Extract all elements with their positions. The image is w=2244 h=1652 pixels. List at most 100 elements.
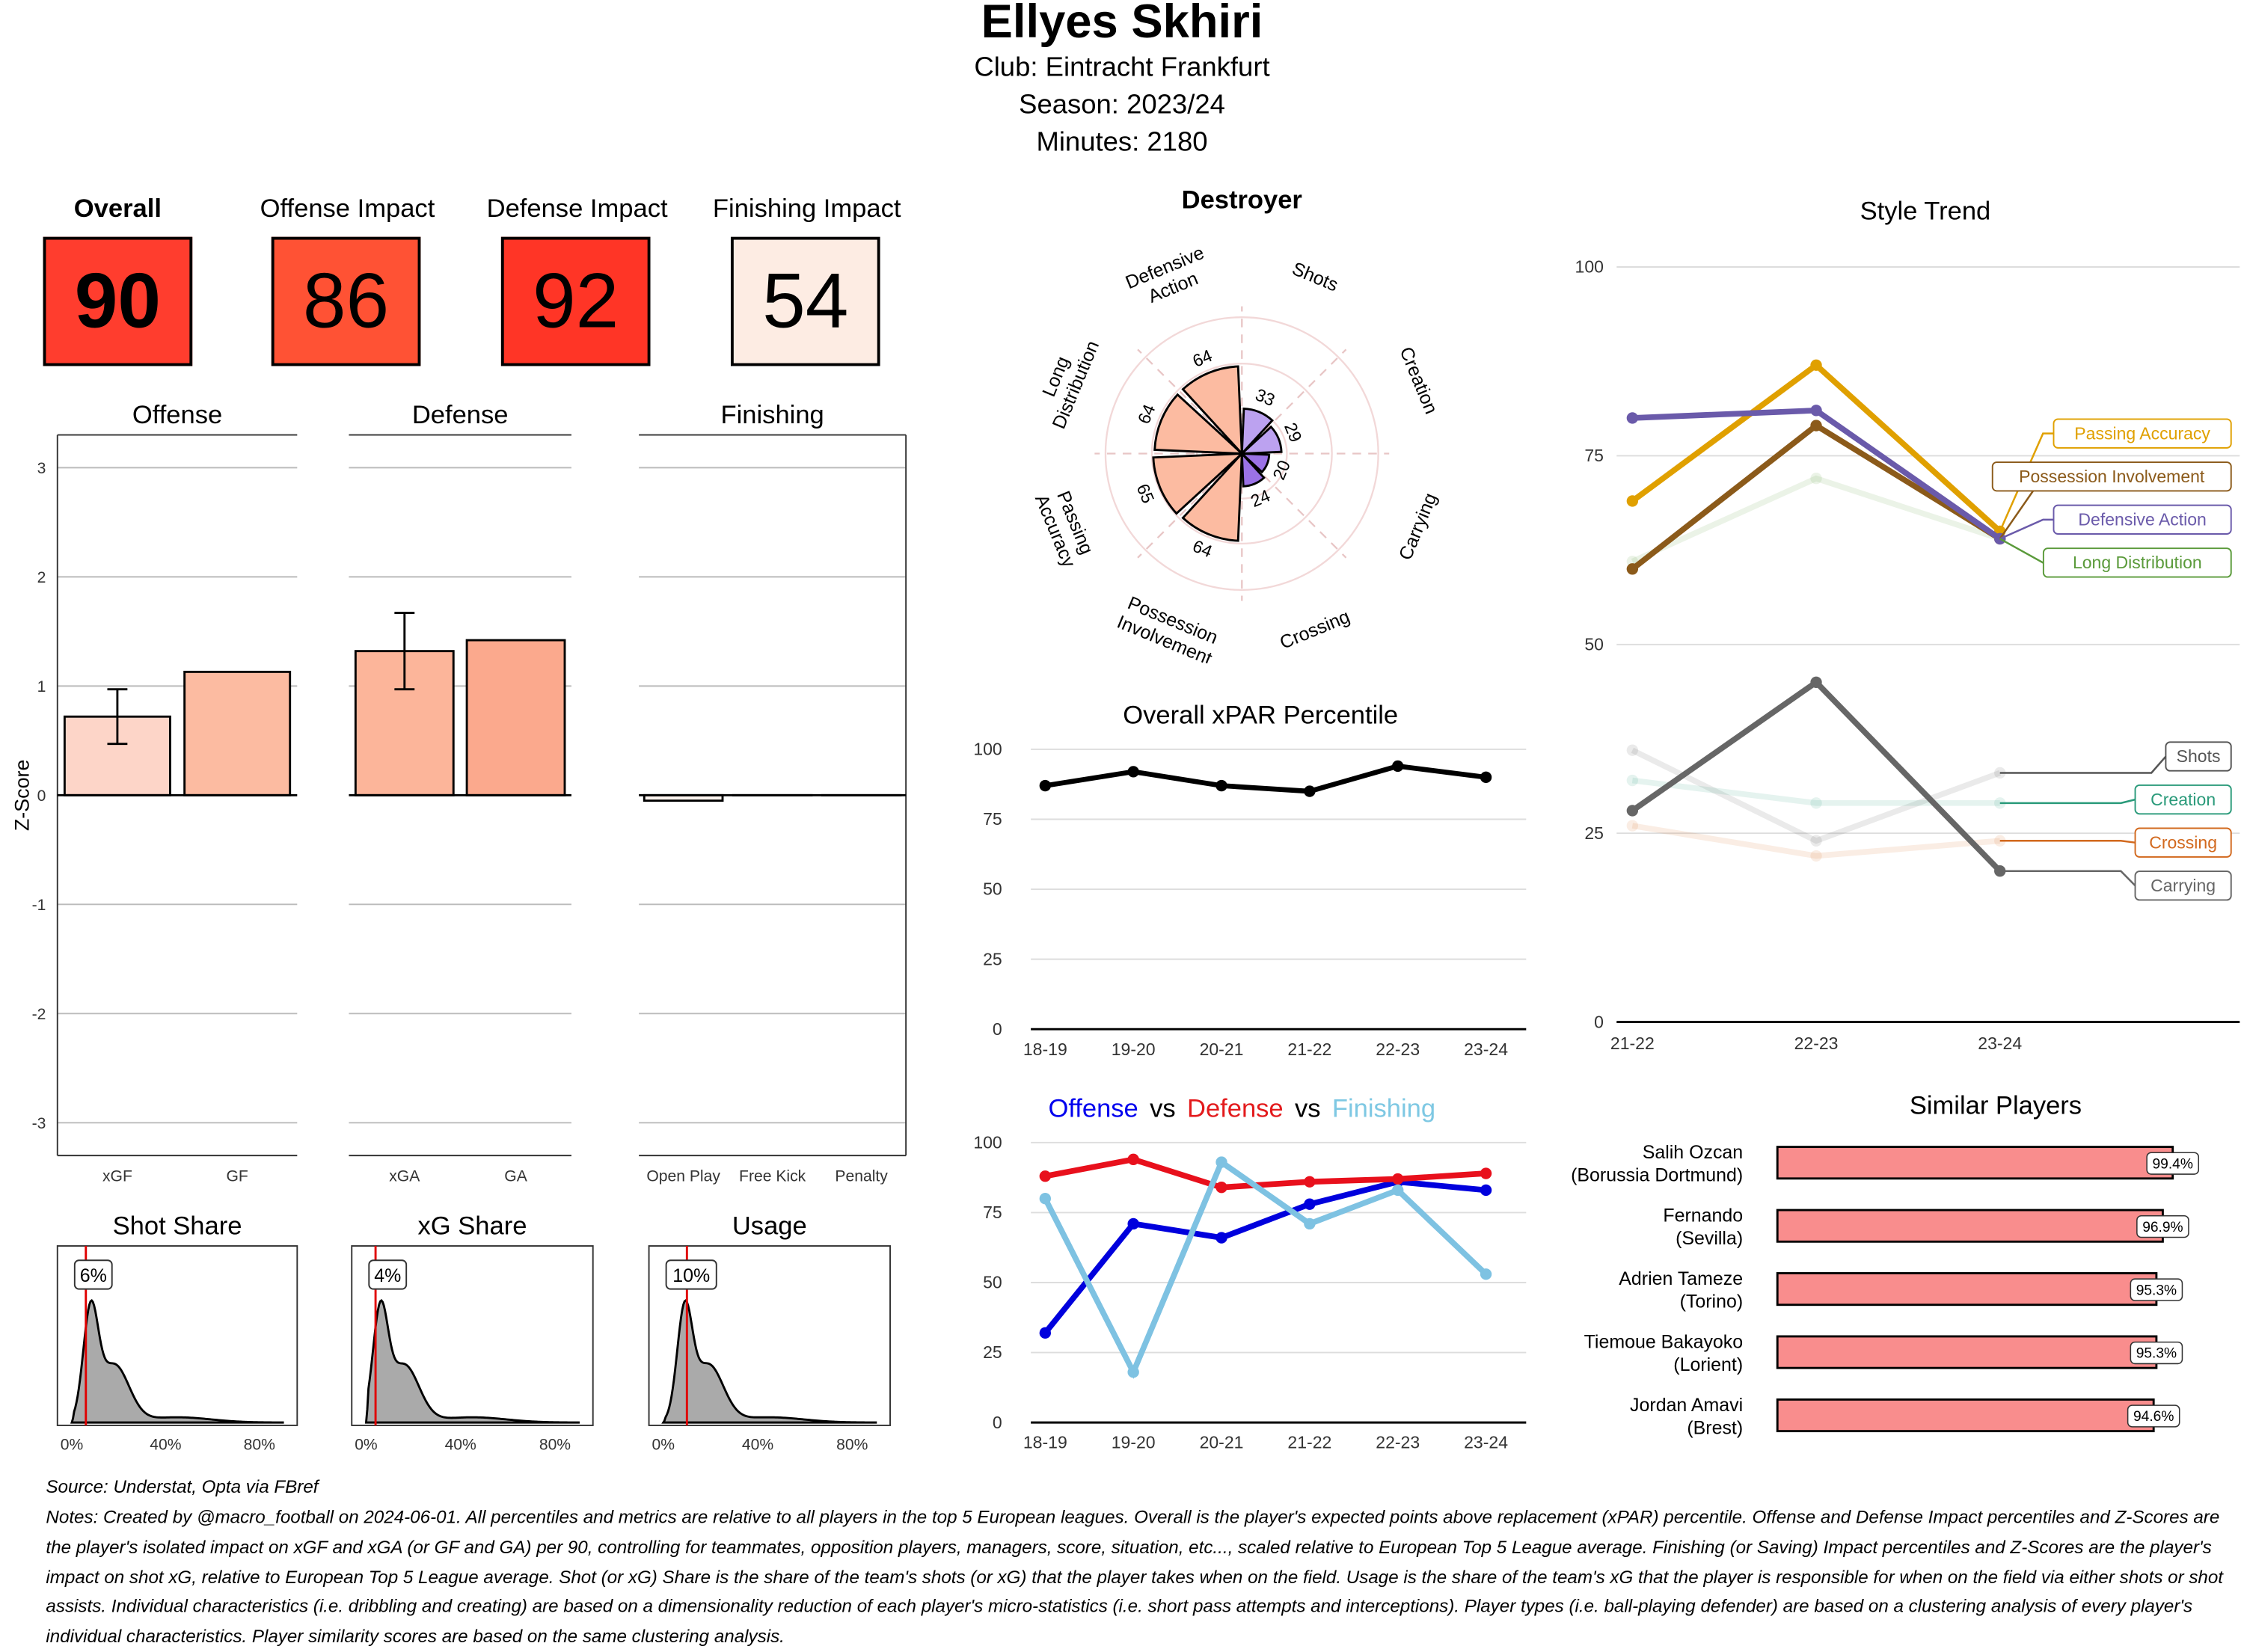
line-point: [1480, 1268, 1492, 1280]
style-label-connector: [2000, 841, 2136, 842]
kpi-defense-label: Defense Impact: [462, 194, 692, 224]
style-point: [1627, 775, 1638, 786]
line-x-tick: 21-22: [1287, 1433, 1331, 1452]
z-panel-title: Defense: [412, 401, 509, 429]
radar-category-label: Crossing: [1277, 606, 1353, 654]
line-x-tick: 23-24: [1464, 1433, 1508, 1452]
marker-label: 10%: [672, 1265, 710, 1286]
density-tick-label: 0%: [652, 1437, 675, 1454]
style-point: [1810, 360, 1821, 371]
line-point: [1304, 1218, 1315, 1229]
z-category-label: Free Kick: [739, 1168, 806, 1185]
radar-value-label: 65: [1133, 481, 1159, 506]
similarity-bar: [1777, 1147, 2172, 1179]
similarity-value: 95.3%: [2136, 1346, 2177, 1362]
z-bar: [467, 640, 565, 795]
radar-value-label: 64: [1134, 402, 1159, 427]
line-point: [1127, 1366, 1138, 1378]
style-point: [1810, 473, 1821, 484]
line-x-tick: 19-20: [1112, 1040, 1156, 1059]
line-point: [1304, 1199, 1315, 1210]
radar-category-word: Shots: [1289, 258, 1341, 295]
style-x-tick: 23-24: [1978, 1034, 2022, 1053]
z-category-label: Penalty: [835, 1168, 888, 1185]
density-tick-label: 80%: [836, 1437, 868, 1454]
style-point: [1627, 744, 1638, 755]
minutes-line: Minutes: 2180: [0, 128, 2244, 159]
style-point: [1627, 412, 1638, 423]
z-panel-title: Finishing: [721, 401, 824, 429]
z-tick-label: 0: [37, 787, 46, 805]
line-y-tick: 100: [973, 1133, 1002, 1152]
similarity-bar: [1777, 1399, 2153, 1431]
style-point: [1627, 805, 1638, 816]
density-tick-label: 0%: [61, 1437, 84, 1454]
line-y-tick: 50: [983, 1273, 1002, 1292]
line-point: [1040, 780, 1051, 791]
line-point: [1392, 1185, 1403, 1196]
radar-value-label: 64: [1190, 346, 1216, 371]
z-tick-label: 1: [37, 678, 46, 696]
line-series: [1045, 1182, 1486, 1333]
z-category-label: Open Play: [646, 1168, 720, 1185]
line-x-tick: 19-20: [1112, 1433, 1156, 1452]
line-y-tick: 100: [973, 740, 1002, 759]
line-x-tick: 23-24: [1464, 1040, 1508, 1059]
ovd-title-part: Offense: [1048, 1094, 1138, 1123]
line-y-tick: 0: [993, 1413, 1002, 1432]
line-y-tick: 25: [983, 949, 1002, 968]
style-series-label: Defensive Action: [2078, 510, 2206, 529]
line-point: [1392, 1173, 1403, 1185]
z-category-label: xGA: [389, 1168, 420, 1185]
style-series-label: Carrying: [2150, 876, 2216, 895]
similarity-bar: [1777, 1274, 2156, 1305]
line-point: [1216, 780, 1227, 791]
line-point: [1127, 1218, 1138, 1229]
similarity-value: 99.4%: [2152, 1156, 2192, 1172]
club-line: Club: Eintracht Frankfurt: [0, 53, 2244, 85]
style-series-label: Crossing: [2149, 832, 2217, 852]
density-panel-title: xG Share: [418, 1212, 527, 1241]
source-note: Source: Understat, Opta via FBref: [46, 1473, 2228, 1502]
density-tick-label: 80%: [539, 1437, 571, 1454]
radar-value-label: 20: [1269, 458, 1294, 483]
style-series-label: Long Distribution: [2073, 553, 2202, 572]
marker-label: 4%: [374, 1265, 401, 1286]
z-tick-label: -1: [32, 897, 46, 914]
style-label-connector: [2000, 520, 2054, 539]
style-point: [1810, 835, 1821, 847]
line-y-tick: 25: [983, 1342, 1002, 1362]
line-x-tick: 20-21: [1200, 1433, 1244, 1452]
player-team: (Torino): [1680, 1292, 1744, 1312]
ovd-title-part: Finishing: [1332, 1094, 1435, 1123]
density-tick-label: 40%: [150, 1437, 181, 1454]
line-point: [1040, 1170, 1051, 1182]
style-point: [1810, 405, 1821, 416]
player-name: Tiemoue Bakayoko: [1584, 1331, 1744, 1352]
similarity-value: 96.9%: [2142, 1220, 2183, 1235]
line-x-tick: 18-19: [1023, 1433, 1067, 1452]
z-tick-label: 3: [37, 460, 46, 477]
style-trend-title: Style Trend: [1860, 197, 1991, 226]
line-point: [1040, 1327, 1051, 1339]
line-point: [1392, 761, 1403, 772]
line-x-tick: 22-23: [1376, 1433, 1420, 1452]
kpi-offense-value: 86: [272, 237, 421, 366]
radar-category-label: Carrying: [1395, 490, 1441, 563]
z-tick-label: -2: [32, 1006, 46, 1023]
kpi-overall-label: Overall: [3, 194, 233, 224]
style-label-connector: [2000, 538, 2044, 562]
density-tick-label: 40%: [445, 1437, 476, 1454]
line-point: [1216, 1156, 1227, 1167]
style-y-tick: 50: [1584, 634, 1604, 654]
style-y-tick: 0: [1594, 1012, 1604, 1031]
line-series: [1045, 766, 1486, 791]
ovd-title-part: vs: [1150, 1094, 1176, 1123]
z-tick-label: -3: [32, 1115, 46, 1132]
